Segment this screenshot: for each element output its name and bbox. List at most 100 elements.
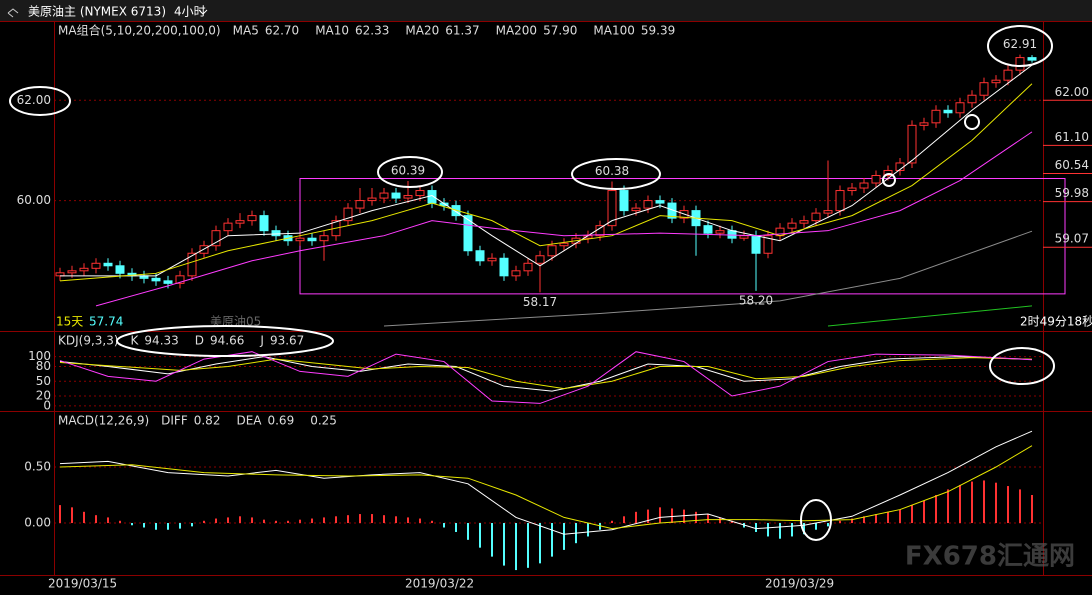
candle-body	[391, 192, 401, 199]
period-selector[interactable]: 4小时	[174, 5, 206, 19]
candle-body	[763, 235, 773, 254]
y-tick-label: 80	[36, 359, 51, 373]
candle-body	[91, 262, 101, 269]
price-annotation: 58.17	[523, 295, 557, 309]
candle-body	[163, 280, 173, 284]
indicator-line	[59, 445, 1033, 530]
legend-text: 62.33	[355, 24, 389, 38]
candle-body	[379, 192, 389, 199]
candle-body	[811, 212, 821, 222]
candle-body	[511, 270, 521, 277]
date-label: 2019/03/29	[765, 577, 834, 591]
indicator-line	[60, 64, 1033, 277]
candle-body	[883, 169, 893, 176]
candle-body	[823, 210, 833, 214]
candle-body	[415, 190, 425, 197]
panel-borders	[0, 21, 1092, 576]
candle-body	[223, 222, 233, 232]
candle-body	[703, 225, 713, 234]
contract-label: 美原油05	[210, 315, 261, 329]
legend-text: KDJ(9,3,3)	[58, 334, 119, 348]
range-box	[299, 178, 1066, 295]
watermark: FX678汇通网	[905, 542, 1075, 572]
candle-body	[847, 187, 857, 192]
candle-body	[787, 222, 797, 229]
indicator-line	[59, 430, 1033, 535]
header-icon[interactable]	[7, 8, 19, 18]
highlight-ring	[9, 86, 71, 116]
candle-body	[151, 277, 161, 282]
candle-body	[643, 200, 653, 209]
legend-text: 59.39	[641, 24, 675, 38]
period-low: 57.74	[89, 315, 123, 329]
candle-body	[535, 255, 545, 264]
legend-text: J	[259, 334, 264, 348]
highlight-ring	[987, 25, 1053, 67]
candle-body	[103, 262, 113, 267]
candle-body	[931, 109, 941, 124]
dropdown-arrow[interactable]	[198, 9, 208, 15]
highlight-ring	[989, 347, 1055, 385]
candle-body	[979, 82, 989, 96]
legend-text: 61.37	[445, 24, 479, 38]
price-annotation: 58.20	[739, 293, 773, 307]
price-annotation: 62.91	[1003, 37, 1037, 51]
candle-body	[475, 250, 485, 262]
candle-body	[211, 230, 221, 247]
highlight-ring	[116, 325, 334, 357]
candle-body	[235, 220, 245, 224]
candle-body	[859, 182, 869, 189]
countdown: 2时49分18秒	[1020, 315, 1092, 329]
candle-body	[115, 265, 125, 274]
legend-text: MA5	[233, 24, 259, 38]
candle-body	[175, 275, 185, 284]
y-tick-label: 0	[43, 398, 51, 412]
candle-body	[655, 200, 665, 204]
candle-body	[631, 207, 641, 212]
candle-body	[187, 252, 197, 277]
indicator-line	[59, 83, 1033, 282]
highlight-ring	[571, 158, 661, 190]
y-tick-label: 100	[28, 349, 51, 363]
legend-text: 62.70	[265, 24, 299, 38]
candle-body	[907, 124, 917, 164]
candle-body	[1003, 69, 1013, 81]
candle-body	[739, 235, 749, 239]
y-tick-label: 20	[36, 389, 51, 403]
indicator-line	[827, 305, 1033, 327]
candle-body	[619, 190, 629, 212]
indicator-line	[59, 351, 1033, 404]
candle-body	[919, 122, 929, 126]
candle-body	[487, 257, 497, 262]
candle-body	[1027, 57, 1037, 61]
candle-body	[343, 207, 353, 222]
legend-text: DEA	[236, 414, 262, 428]
candle-body	[871, 174, 881, 184]
period-label: 15天	[56, 315, 83, 329]
candle-body	[307, 237, 317, 242]
indicator-line	[383, 230, 1033, 327]
legend-text: MA组合(5,10,20,200,100,0)	[58, 23, 221, 38]
candle-body	[259, 215, 269, 232]
y-tick-label: 60.00	[17, 193, 51, 207]
instrument-title[interactable]: 美原油主 (NYMEX 6713)	[28, 5, 166, 19]
legend-text: MA10	[315, 24, 349, 38]
candle-body	[955, 102, 965, 114]
level-label: 59.98	[1055, 186, 1089, 200]
candle-body	[715, 230, 725, 234]
y-tick-label: 0.50	[24, 460, 51, 474]
legend-text: DIFF	[161, 414, 188, 428]
legend-text: K	[131, 334, 140, 348]
legend-text: 94.66	[210, 334, 244, 348]
candle-body	[427, 190, 437, 204]
candle-body	[547, 245, 557, 257]
legend-text: 57.90	[543, 24, 577, 38]
legend-text: MA200	[496, 24, 537, 38]
level-label: 62.00	[1055, 85, 1089, 99]
legend-text: MA100	[593, 24, 634, 38]
candle-body	[967, 94, 977, 104]
price-annotation: 60.38	[595, 164, 629, 178]
legend-text: 0.82	[194, 414, 221, 428]
indicator-line	[95, 131, 1033, 307]
